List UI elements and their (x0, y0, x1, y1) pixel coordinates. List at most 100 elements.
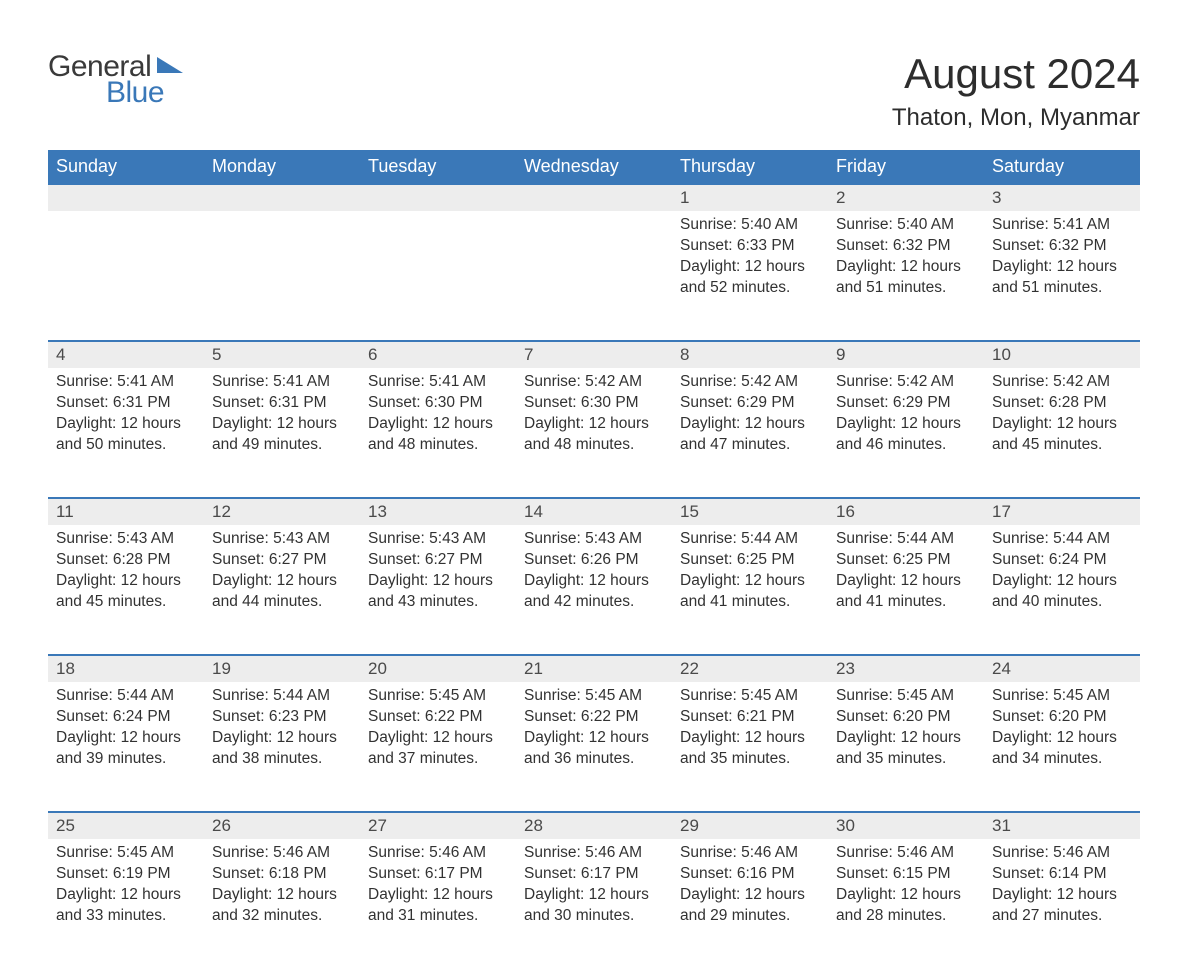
day-content-cell: Sunrise: 5:45 AMSunset: 6:21 PMDaylight:… (672, 682, 828, 812)
sunrise-line: Sunrise: 5:46 AM (680, 843, 820, 864)
sunrise-line: Sunrise: 5:41 AM (368, 372, 508, 393)
day-content-cell: Sunrise: 5:46 AMSunset: 6:18 PMDaylight:… (204, 839, 360, 969)
day-number-cell (48, 184, 204, 211)
daylight-line: Daylight: 12 hours and 40 minutes. (992, 571, 1132, 613)
day-number-cell: 28 (516, 812, 672, 839)
sunset-line: Sunset: 6:20 PM (992, 707, 1132, 728)
daylight-line: Daylight: 12 hours and 45 minutes. (56, 571, 196, 613)
sunset-line: Sunset: 6:26 PM (524, 550, 664, 571)
header: General Blue August 2024 Thaton, Mon, My… (48, 50, 1140, 132)
day-number-cell: 17 (984, 498, 1140, 525)
daylight-line: Daylight: 12 hours and 47 minutes. (680, 414, 820, 456)
sunrise-line: Sunrise: 5:42 AM (992, 372, 1132, 393)
daylight-line: Daylight: 12 hours and 52 minutes. (680, 257, 820, 299)
day-content-cell: Sunrise: 5:44 AMSunset: 6:25 PMDaylight:… (828, 525, 984, 655)
daylight-line: Daylight: 12 hours and 31 minutes. (368, 885, 508, 927)
daylight-line: Daylight: 12 hours and 48 minutes. (524, 414, 664, 456)
sunset-line: Sunset: 6:32 PM (992, 236, 1132, 257)
week-number-row: 25262728293031 (48, 812, 1140, 839)
sunrise-line: Sunrise: 5:43 AM (212, 529, 352, 550)
page-subtitle: Thaton, Mon, Myanmar (892, 104, 1140, 132)
day-number-cell: 31 (984, 812, 1140, 839)
sunset-line: Sunset: 6:28 PM (56, 550, 196, 571)
day-number-cell: 6 (360, 341, 516, 368)
brand-word-2: Blue (106, 76, 164, 110)
sunrise-line: Sunrise: 5:44 AM (212, 686, 352, 707)
daylight-line: Daylight: 12 hours and 48 minutes. (368, 414, 508, 456)
day-content-cell: Sunrise: 5:46 AMSunset: 6:14 PMDaylight:… (984, 839, 1140, 969)
day-content-cell: Sunrise: 5:45 AMSunset: 6:20 PMDaylight:… (828, 682, 984, 812)
daylight-line: Daylight: 12 hours and 51 minutes. (836, 257, 976, 299)
day-number-cell: 1 (672, 184, 828, 211)
sunrise-line: Sunrise: 5:44 AM (56, 686, 196, 707)
sunrise-line: Sunrise: 5:44 AM (680, 529, 820, 550)
day-content-cell: Sunrise: 5:45 AMSunset: 6:22 PMDaylight:… (360, 682, 516, 812)
daylight-line: Daylight: 12 hours and 35 minutes. (680, 728, 820, 770)
brand-logo: General Blue (48, 50, 183, 110)
day-number-cell: 14 (516, 498, 672, 525)
daylight-line: Daylight: 12 hours and 49 minutes. (212, 414, 352, 456)
day-content-cell: Sunrise: 5:41 AMSunset: 6:31 PMDaylight:… (48, 368, 204, 498)
day-content-cell: Sunrise: 5:45 AMSunset: 6:19 PMDaylight:… (48, 839, 204, 969)
day-number-cell: 23 (828, 655, 984, 682)
day-number-cell: 25 (48, 812, 204, 839)
day-content-cell: Sunrise: 5:41 AMSunset: 6:32 PMDaylight:… (984, 211, 1140, 341)
day-content-cell: Sunrise: 5:42 AMSunset: 6:29 PMDaylight:… (672, 368, 828, 498)
sunrise-line: Sunrise: 5:46 AM (212, 843, 352, 864)
sunset-line: Sunset: 6:17 PM (368, 864, 508, 885)
day-content-cell: Sunrise: 5:44 AMSunset: 6:24 PMDaylight:… (48, 682, 204, 812)
daylight-line: Daylight: 12 hours and 37 minutes. (368, 728, 508, 770)
weekday-header: Saturday (984, 150, 1140, 184)
sunrise-line: Sunrise: 5:42 AM (524, 372, 664, 393)
day-number-cell: 16 (828, 498, 984, 525)
daylight-line: Daylight: 12 hours and 45 minutes. (992, 414, 1132, 456)
day-number-cell: 18 (48, 655, 204, 682)
sunrise-line: Sunrise: 5:44 AM (992, 529, 1132, 550)
day-number-cell: 29 (672, 812, 828, 839)
daylight-line: Daylight: 12 hours and 30 minutes. (524, 885, 664, 927)
sunset-line: Sunset: 6:28 PM (992, 393, 1132, 414)
day-number-cell: 7 (516, 341, 672, 368)
day-number-cell: 11 (48, 498, 204, 525)
day-content-cell: Sunrise: 5:43 AMSunset: 6:27 PMDaylight:… (360, 525, 516, 655)
day-number-cell: 22 (672, 655, 828, 682)
sunset-line: Sunset: 6:25 PM (836, 550, 976, 571)
sunset-line: Sunset: 6:24 PM (992, 550, 1132, 571)
day-content-cell: Sunrise: 5:40 AMSunset: 6:33 PMDaylight:… (672, 211, 828, 341)
sunset-line: Sunset: 6:15 PM (836, 864, 976, 885)
day-content-cell: Sunrise: 5:43 AMSunset: 6:27 PMDaylight:… (204, 525, 360, 655)
weekday-header: Sunday (48, 150, 204, 184)
day-content-cell: Sunrise: 5:40 AMSunset: 6:32 PMDaylight:… (828, 211, 984, 341)
day-content-cell: Sunrise: 5:45 AMSunset: 6:20 PMDaylight:… (984, 682, 1140, 812)
weekday-header: Thursday (672, 150, 828, 184)
sunrise-line: Sunrise: 5:43 AM (368, 529, 508, 550)
day-content-cell: Sunrise: 5:45 AMSunset: 6:22 PMDaylight:… (516, 682, 672, 812)
sunrise-line: Sunrise: 5:41 AM (992, 215, 1132, 236)
daylight-line: Daylight: 12 hours and 41 minutes. (836, 571, 976, 613)
sunrise-line: Sunrise: 5:41 AM (212, 372, 352, 393)
daylight-line: Daylight: 12 hours and 34 minutes. (992, 728, 1132, 770)
day-number-cell: 5 (204, 341, 360, 368)
week-number-row: 11121314151617 (48, 498, 1140, 525)
sunset-line: Sunset: 6:24 PM (56, 707, 196, 728)
sunset-line: Sunset: 6:29 PM (680, 393, 820, 414)
day-content-cell: Sunrise: 5:46 AMSunset: 6:16 PMDaylight:… (672, 839, 828, 969)
calendar-head: SundayMondayTuesdayWednesdayThursdayFrid… (48, 150, 1140, 184)
sunrise-line: Sunrise: 5:43 AM (524, 529, 664, 550)
day-content-cell: Sunrise: 5:42 AMSunset: 6:30 PMDaylight:… (516, 368, 672, 498)
sunrise-line: Sunrise: 5:45 AM (680, 686, 820, 707)
sunrise-line: Sunrise: 5:46 AM (992, 843, 1132, 864)
daylight-line: Daylight: 12 hours and 29 minutes. (680, 885, 820, 927)
sunset-line: Sunset: 6:31 PM (212, 393, 352, 414)
sunset-line: Sunset: 6:18 PM (212, 864, 352, 885)
week-content-row: Sunrise: 5:45 AMSunset: 6:19 PMDaylight:… (48, 839, 1140, 969)
day-content-cell: Sunrise: 5:44 AMSunset: 6:25 PMDaylight:… (672, 525, 828, 655)
sunset-line: Sunset: 6:17 PM (524, 864, 664, 885)
sunset-line: Sunset: 6:20 PM (836, 707, 976, 728)
day-content-cell: Sunrise: 5:46 AMSunset: 6:17 PMDaylight:… (360, 839, 516, 969)
day-content-cell: Sunrise: 5:41 AMSunset: 6:31 PMDaylight:… (204, 368, 360, 498)
day-content-cell: Sunrise: 5:42 AMSunset: 6:29 PMDaylight:… (828, 368, 984, 498)
sunset-line: Sunset: 6:32 PM (836, 236, 976, 257)
day-number-cell: 8 (672, 341, 828, 368)
day-number-cell: 12 (204, 498, 360, 525)
